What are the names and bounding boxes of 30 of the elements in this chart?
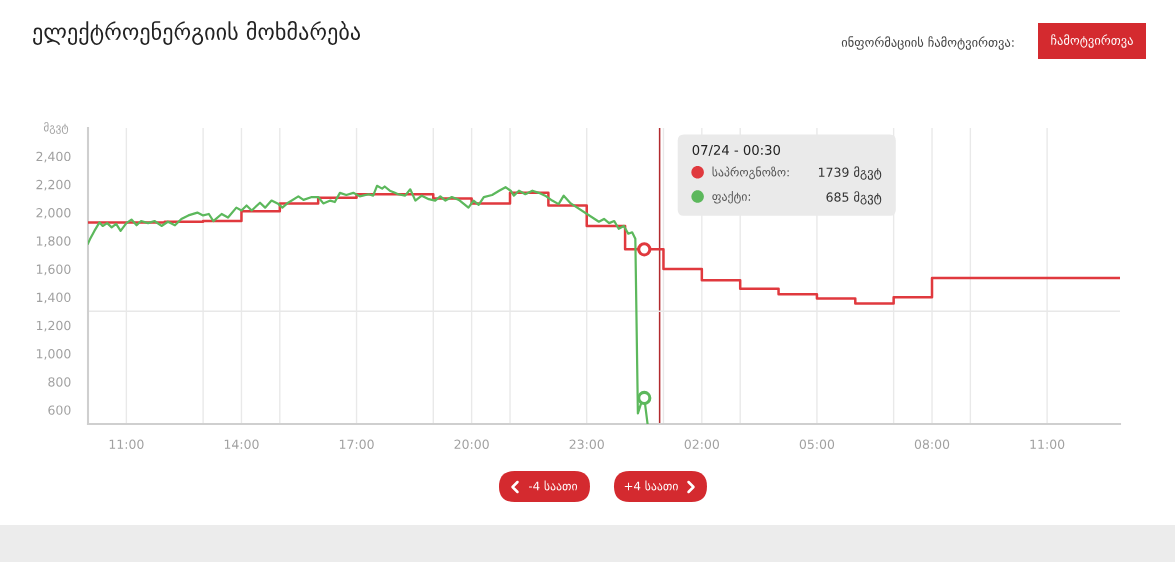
x-tick-label: 02:00 <box>684 439 720 449</box>
x-tick-label: 11:00 <box>109 439 144 449</box>
x-tick-label: 23:00 <box>569 439 604 449</box>
y-axis-title: მგვტ <box>43 122 69 134</box>
text: +4 საათი <box>624 480 678 491</box>
text: ჩამოტვირთვა <box>1051 34 1133 48</box>
chart-title: ელექტროენერგიის მოხმარება <box>33 21 361 45</box>
y-tick-label: 2,000 <box>36 208 71 219</box>
x-tick-label: 20:00 <box>454 439 489 449</box>
annotation: 07/24 - 00:30 <box>692 144 781 156</box>
text: -4 საათი <box>528 480 578 491</box>
text: ინფორმაციის ჩამოტვირთვა: <box>841 36 1014 50</box>
annotation: 1739 მგვტ <box>818 166 882 180</box>
y-tick-label: 1,000 <box>36 349 71 360</box>
x-tick-label: 05:00 <box>799 439 835 449</box>
y-tick-label: 2,200 <box>36 179 71 191</box>
legend-label: ფაქტი: <box>712 190 751 204</box>
y-tick-label: 1,400 <box>36 292 71 304</box>
y-tick-label: 2,400 <box>36 151 71 163</box>
y-tick-label: 1,800 <box>36 236 71 247</box>
y-tick-label: 600 <box>48 405 71 415</box>
y-tick-label: 1,600 <box>36 264 71 276</box>
x-tick-label: 14:00 <box>224 439 259 449</box>
y-tick-label: 800 <box>48 377 71 387</box>
x-tick-label: 08:00 <box>914 439 950 449</box>
x-tick-label: 17:00 <box>339 439 374 449</box>
x-tick-label: 11:00 <box>1030 439 1065 449</box>
annotation: 685 მგვტ <box>826 191 882 205</box>
y-tick-label: 1,200 <box>36 320 71 332</box>
legend-label: საპროგნოზო: <box>712 166 789 180</box>
